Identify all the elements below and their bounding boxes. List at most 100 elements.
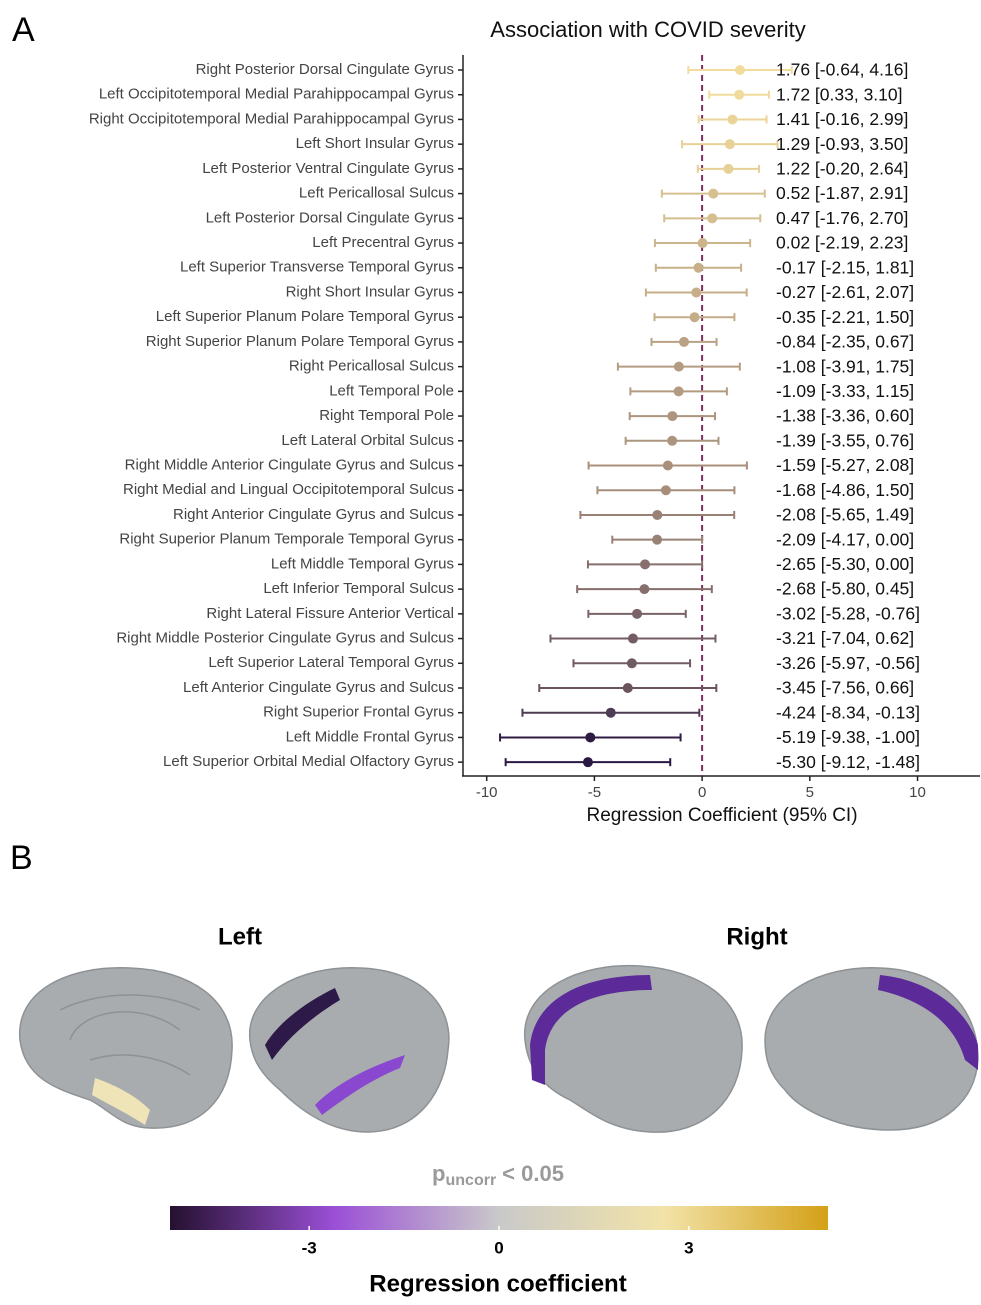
point — [674, 386, 684, 396]
y-tick-label: Left Pericallosal Sulcus — [299, 185, 454, 202]
value-label: 1.22 [-0.20, 2.64] — [776, 159, 908, 179]
y-tick-label: Right Middle Anterior Cingulate Gyrus an… — [125, 456, 454, 473]
point — [693, 263, 703, 273]
colorbar-ticks: -3 0 3 — [302, 1226, 694, 1257]
forest-plot: -10 -5 0 5 10 Right Posterior Dorsal Cingulat… — [89, 55, 926, 801]
point — [698, 238, 708, 248]
value-label: -3.21 [-7.04, 0.62] — [776, 628, 914, 648]
point — [632, 609, 642, 619]
value-label: -3.45 [-7.56, 0.66] — [776, 678, 914, 698]
point — [623, 683, 633, 693]
value-label: -0.27 [-2.61, 2.07] — [776, 282, 914, 302]
point — [606, 708, 616, 718]
point — [708, 189, 718, 199]
value-label: -5.19 [-9.38, -1.00] — [776, 727, 920, 747]
value-label: -1.68 [-4.86, 1.50] — [776, 480, 914, 500]
point — [627, 658, 637, 668]
y-tick-label: Right Temporal Pole — [319, 407, 454, 424]
point — [667, 411, 677, 421]
chart-title: Association with COVID severity — [490, 17, 805, 42]
x-tick-label: 10 — [909, 784, 926, 801]
value-label: -0.17 [-2.15, 1.81] — [776, 257, 914, 277]
y-tick-label: Right Anterior Cingulate Gyrus and Sulcu… — [173, 506, 454, 523]
threshold-label: puncorr< 0.05 — [432, 1161, 564, 1189]
y-tick-label: Right Posterior Dorsal Cingulate Gyrus — [196, 61, 454, 78]
x-axis-label: Regression Coefficient (95% CI) — [586, 805, 857, 826]
value-label: -1.39 [-3.55, 0.76] — [776, 430, 914, 450]
value-label: 0.52 [-1.87, 2.91] — [776, 183, 908, 203]
y-tick-label: Left Occipitotemporal Medial Parahippoca… — [99, 86, 454, 103]
value-label: -2.68 [-5.80, 0.45] — [776, 579, 914, 599]
point — [707, 213, 717, 223]
y-tick-label: Left Anterior Cingulate Gyrus and Sulcus — [183, 679, 454, 696]
figure: A Association with COVID severity Regres… — [0, 0, 981, 1300]
point — [628, 634, 638, 644]
value-label: -1.59 [-5.27, 2.08] — [776, 455, 914, 475]
x-tick-label: -5 — [588, 784, 601, 801]
hemisphere-label: Left — [218, 923, 262, 950]
point — [652, 510, 662, 520]
y-tick-label: Left Superior Lateral Temporal Gyrus — [208, 654, 454, 671]
y-tick-label: Left Precentral Gyrus — [312, 234, 454, 251]
value-label: 1.29 [-0.93, 3.50] — [776, 134, 908, 154]
value-label: -1.09 [-3.33, 1.15] — [776, 381, 914, 401]
x-tick-label: 0 — [698, 784, 706, 801]
brain-images — [20, 966, 978, 1133]
y-tick-label: Left Posterior Ventral Cingulate Gyrus — [202, 160, 454, 177]
brain-right-lateral — [765, 968, 978, 1130]
point — [640, 559, 650, 569]
y-tick-label: Left Superior Planum Polare Temporal Gyr… — [156, 308, 454, 325]
colorbar-tick-label: -3 — [302, 1238, 317, 1257]
point — [585, 732, 595, 742]
point — [639, 584, 649, 594]
point — [679, 337, 689, 347]
y-tick-label: Right Superior Planum Polare Temporal Gy… — [146, 333, 454, 350]
hemisphere-label: Right — [726, 923, 787, 950]
value-label: -0.35 [-2.21, 1.50] — [776, 307, 914, 327]
point — [661, 485, 671, 495]
value-label: 0.02 [-2.19, 2.23] — [776, 233, 908, 253]
point — [725, 139, 735, 149]
panel-label: B — [10, 839, 33, 877]
x-tick-label: -10 — [476, 784, 498, 801]
value-label: -3.26 [-5.97, -0.56] — [776, 653, 920, 673]
y-tick-label: Left Superior Transverse Temporal Gyrus — [180, 259, 454, 276]
y-tick-label: Right Occipitotemporal Medial Parahippoc… — [89, 110, 454, 127]
y-tick-label: Left Superior Orbital Medial Olfactory G… — [163, 753, 454, 770]
point — [735, 65, 745, 75]
y-tick-label: Left Middle Temporal Gyrus — [271, 555, 454, 572]
point — [652, 535, 662, 545]
colorbar-label: Regression coefficient — [369, 1270, 626, 1297]
y-tick-label: Left Short Insular Gyrus — [296, 135, 454, 152]
y-tick-label: Right Pericallosal Sulcus — [289, 358, 454, 375]
point — [691, 287, 701, 297]
panel-label: A — [12, 11, 35, 49]
y-tick-label: Right Medial and Lingual Occipitotempora… — [123, 481, 454, 498]
value-label: -4.24 [-8.34, -0.13] — [776, 702, 920, 722]
y-tick-label: Left Temporal Pole — [329, 382, 454, 399]
point — [723, 164, 733, 174]
x-tick-label: 5 — [806, 784, 814, 801]
colorbar-tick-label: 0 — [494, 1238, 503, 1257]
value-label: 1.41 [-0.16, 2.99] — [776, 109, 908, 129]
value-label: -1.38 [-3.36, 0.60] — [776, 406, 914, 426]
value-label: -3.02 [-5.28, -0.76] — [776, 603, 920, 623]
value-label: -1.08 [-3.91, 1.75] — [776, 356, 914, 376]
value-label: -2.09 [-4.17, 0.00] — [776, 529, 914, 549]
y-tick-label: Right Superior Planum Temporale Temporal… — [119, 531, 454, 548]
point — [727, 114, 737, 124]
point — [690, 312, 700, 322]
point — [583, 757, 593, 767]
value-label: 1.72 [0.33, 3.10] — [776, 84, 903, 104]
colorbar-tick-label: 3 — [684, 1238, 693, 1257]
value-label: -2.65 [-5.30, 0.00] — [776, 554, 914, 574]
value-label: 1.76 [-0.64, 4.16] — [776, 60, 908, 80]
value-label: -0.84 [-2.35, 0.67] — [776, 332, 914, 352]
y-tick-label: Right Middle Posterior Cingulate Gyrus a… — [116, 630, 454, 647]
y-tick-label: Left Inferior Temporal Sulcus — [263, 580, 454, 597]
value-label: 0.47 [-1.76, 2.70] — [776, 208, 908, 228]
point — [734, 90, 744, 100]
y-tick-label: Right Superior Frontal Gyrus — [263, 704, 454, 721]
point — [674, 362, 684, 372]
y-tick-label: Left Middle Frontal Gyrus — [286, 728, 454, 745]
